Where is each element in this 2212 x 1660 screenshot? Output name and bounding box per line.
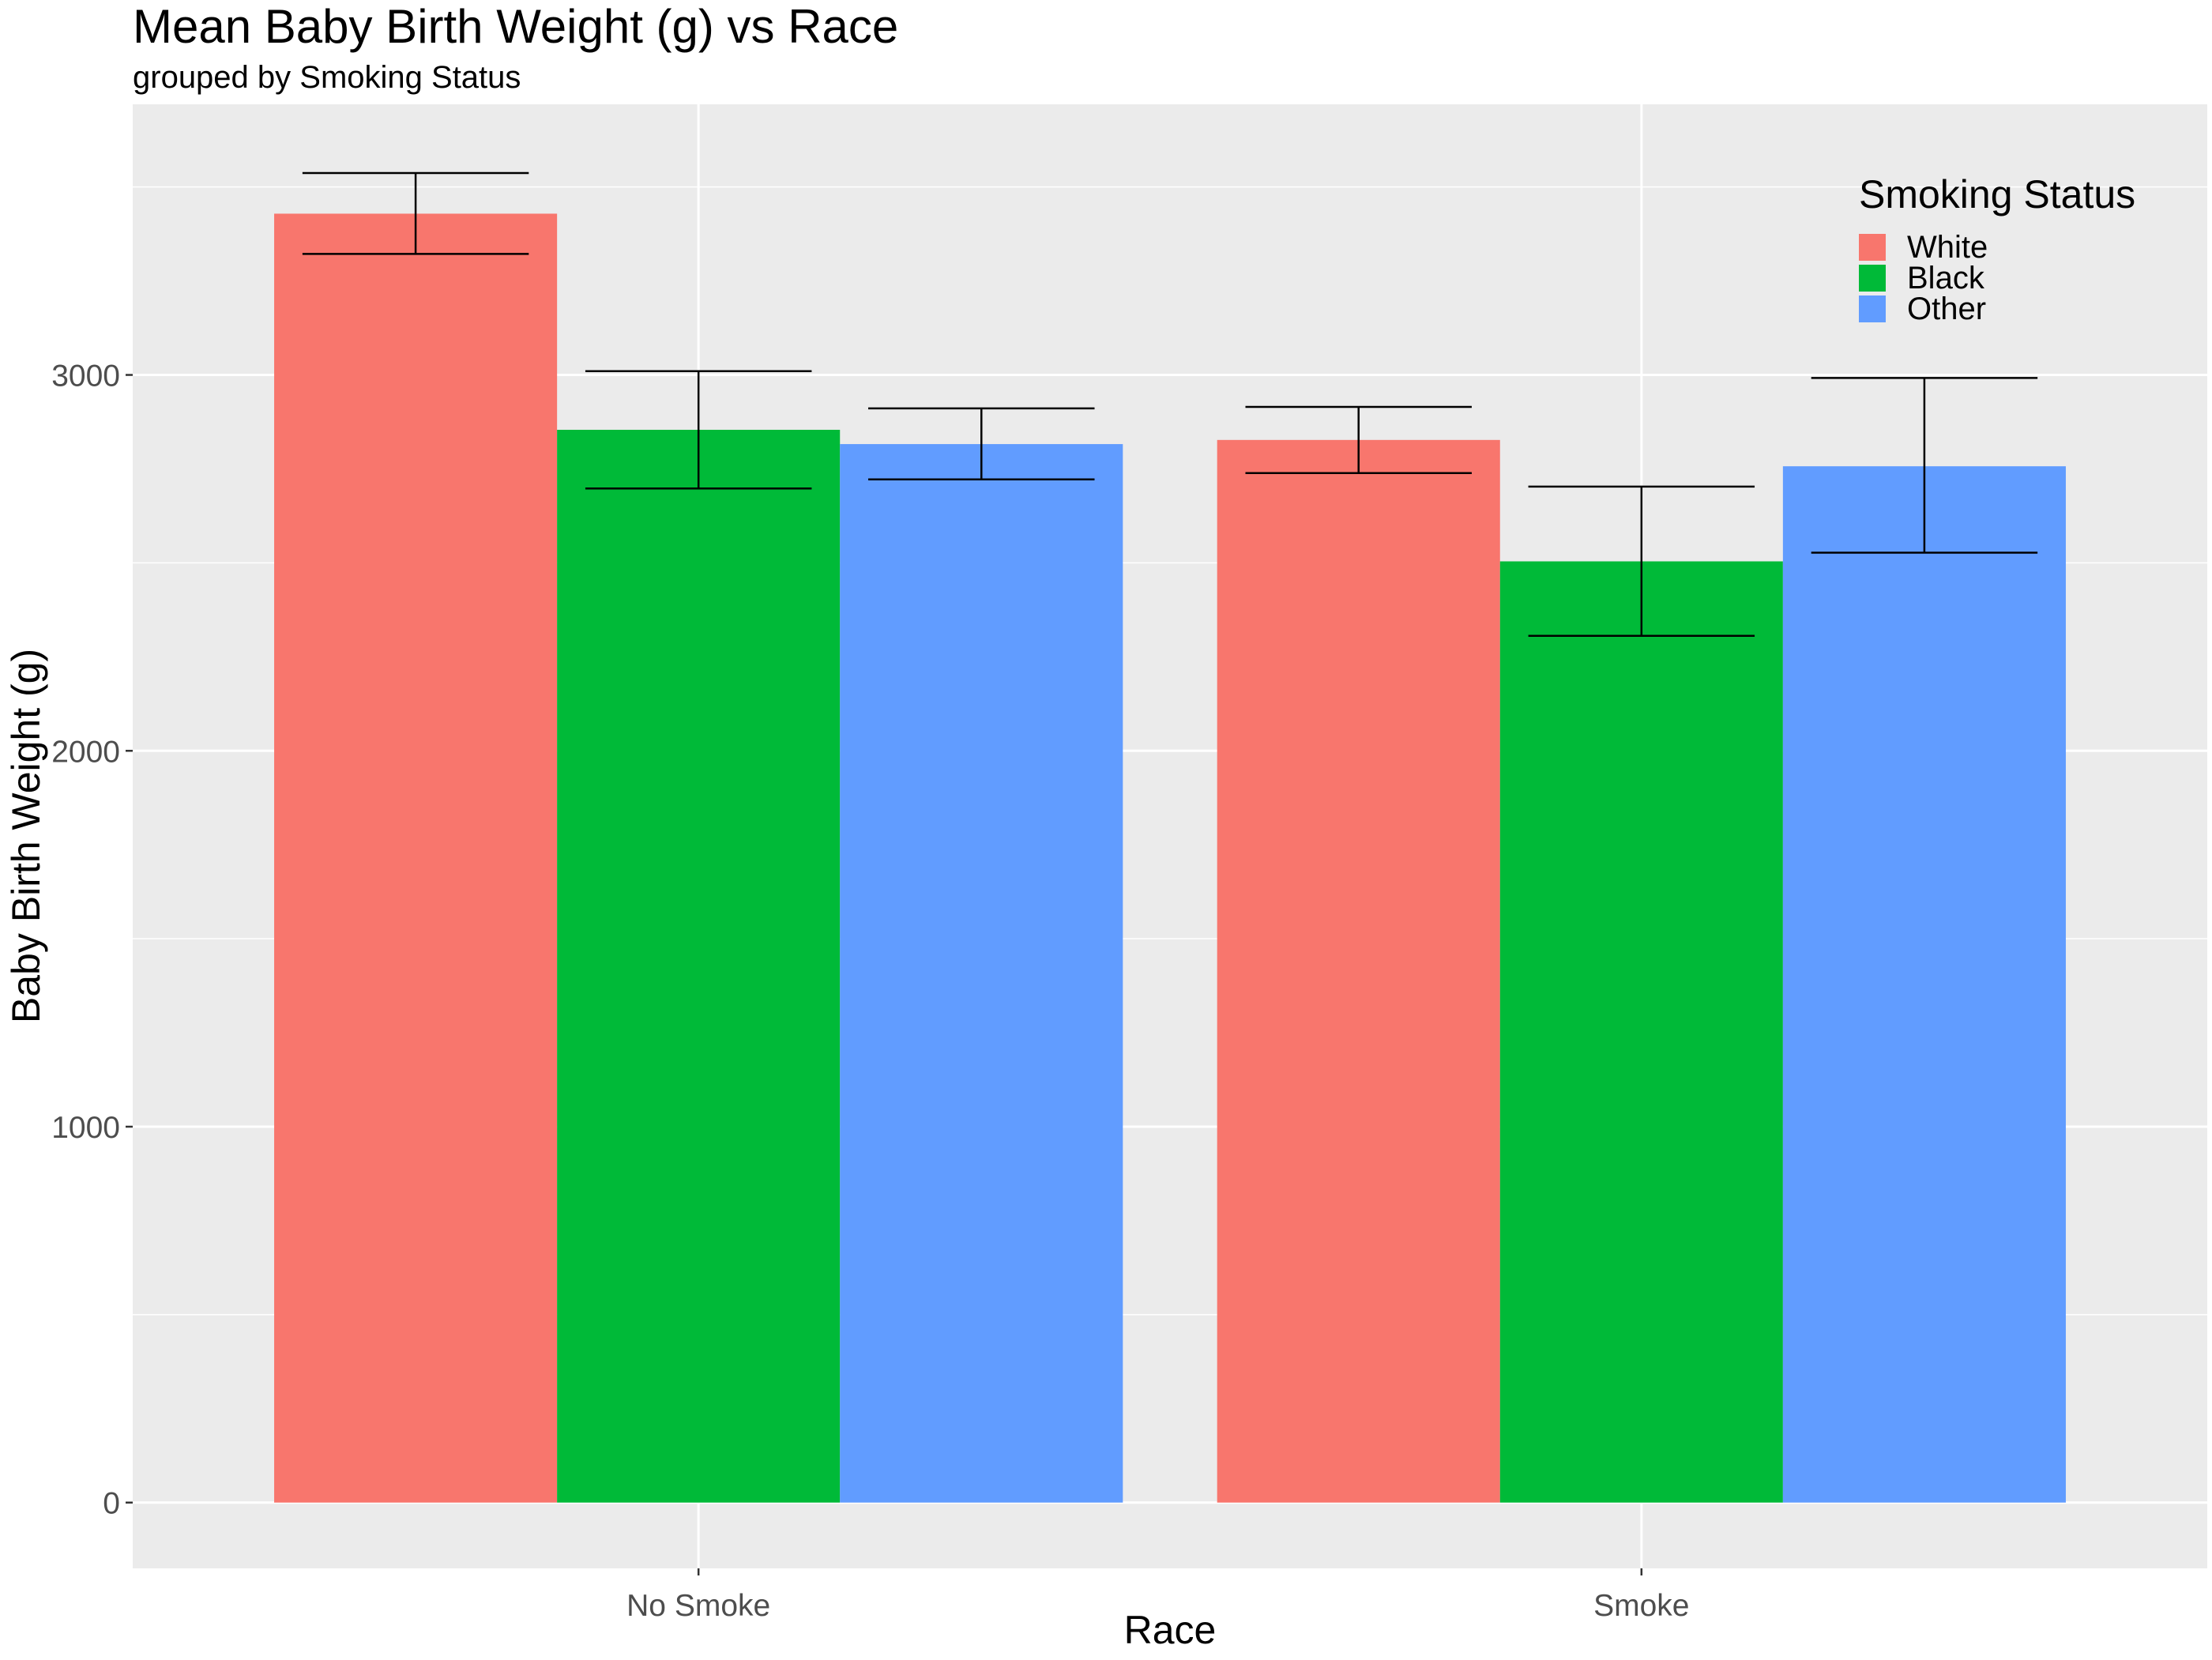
legend-label-white: White [1907,230,1988,265]
x-axis-title: Race [1124,1608,1217,1652]
error-bars [302,171,2038,637]
legend-label-black: Black [1907,261,1985,295]
bar-other-smoke [1782,466,2066,1503]
chart-subtitle: grouped by Smoking Status [133,60,521,95]
y-tick-label: 0 [103,1487,120,1521]
y-tick-label: 2000 [51,735,120,769]
chart-title: Mean Baby Birth Weight (g) vs Race [133,0,898,53]
bar-white-no-smoke [274,213,558,1503]
bar-white-smoke [1217,439,1500,1503]
legend-label-other: Other [1907,292,1986,326]
axes: 0 1000 2000 3000 No Smoke Smoke [51,359,1689,1623]
y-axis-title: Baby Birth Weight (g) [4,649,48,1023]
y-tick-label: 1000 [51,1111,120,1145]
x-tick-label: No Smoke [626,1589,770,1623]
legend-key-other [1859,295,1886,322]
bar-other-no-smoke [840,444,1123,1503]
y-tick-label: 3000 [51,359,120,393]
x-tick-label: Smoke [1593,1589,1689,1623]
legend-key-white [1859,234,1886,261]
bars [274,213,2066,1503]
bar-black-smoke [1499,561,1783,1503]
bar-black-no-smoke [557,429,841,1503]
legend-title: Smoking Status [1859,172,2135,216]
legend-key-black [1859,265,1886,292]
